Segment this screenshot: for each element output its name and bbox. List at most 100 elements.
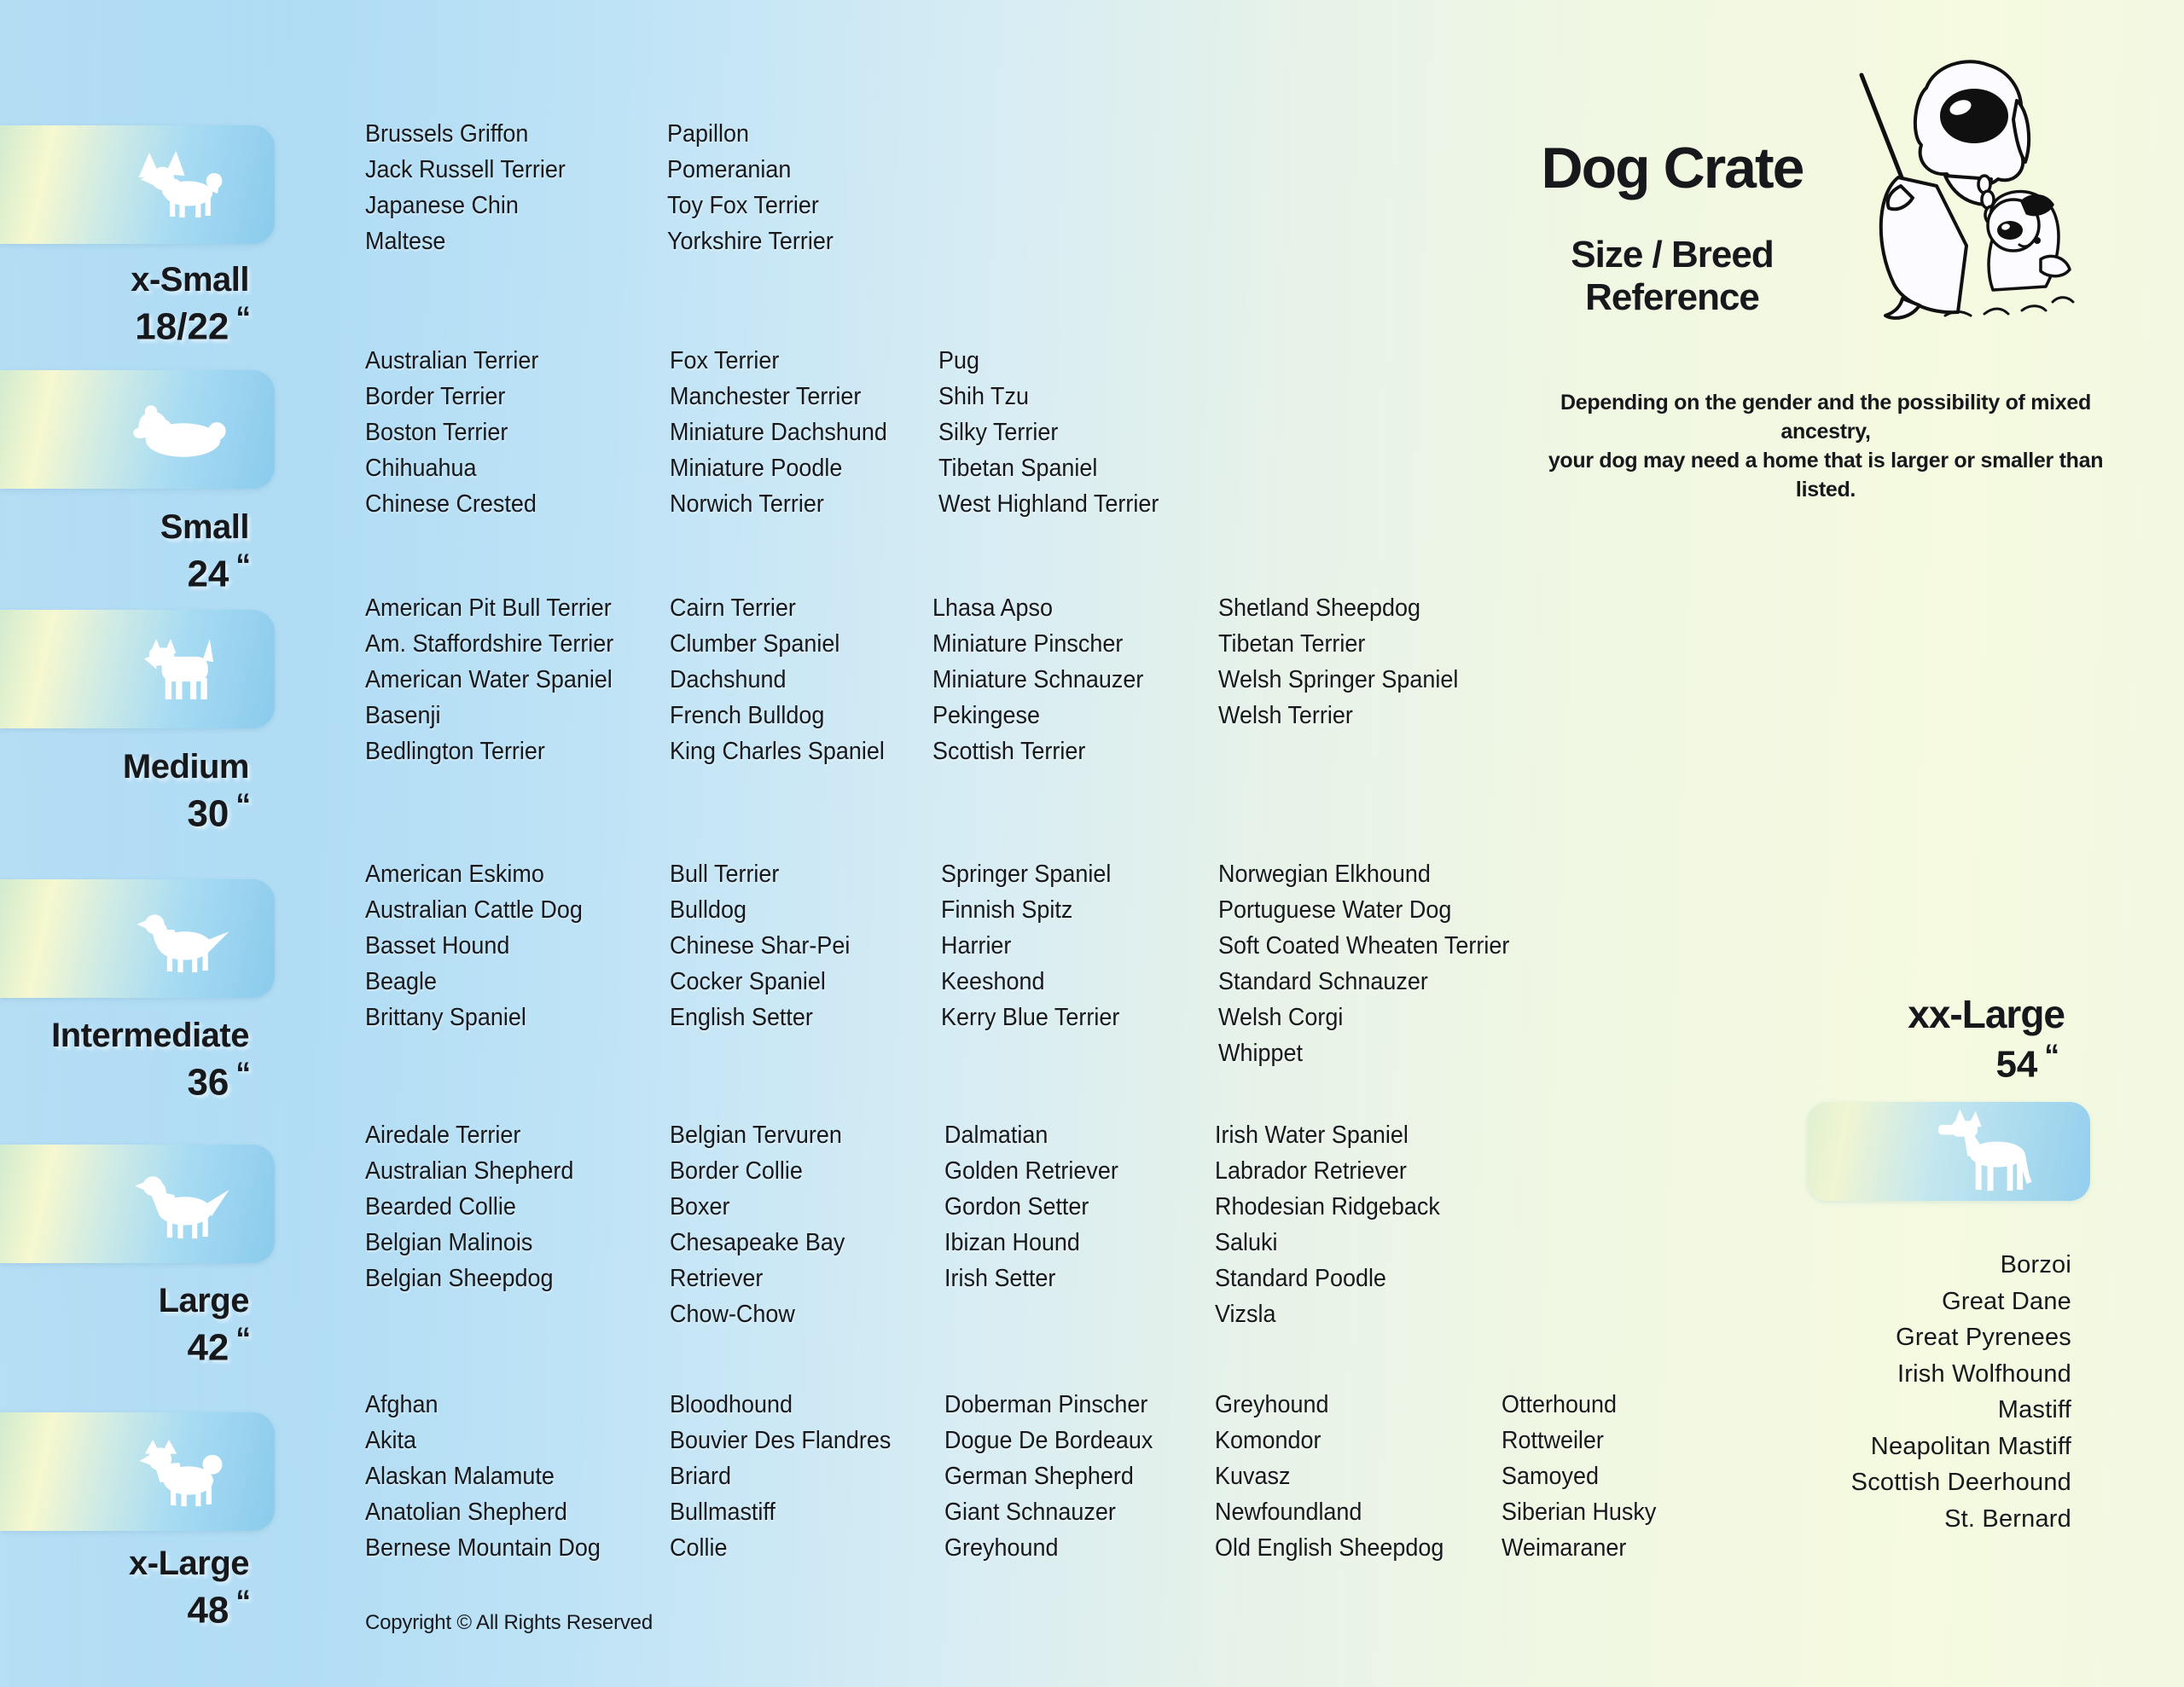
breed-item: Kerry Blue Terrier	[941, 1004, 1120, 1031]
breed-item: Lhasa Apso	[932, 594, 1053, 622]
great-dane-silhouette-icon	[1937, 1109, 2032, 1191]
inch-mark: “	[2044, 1039, 2059, 1072]
breed-item: Great Dane	[1942, 1287, 2071, 1315]
inch-mark: “	[235, 788, 251, 821]
size-name: Small	[160, 508, 250, 546]
size-label-x-small: x-Small 18/22 “	[0, 261, 251, 348]
breed-item: Norwegian Elkhound	[1218, 861, 1431, 888]
breed-item: Kuvasz	[1215, 1463, 1291, 1490]
breed-item: Irish Water Spaniel	[1215, 1122, 1409, 1149]
breed-list-intermediate-col3: Springer Spaniel Finnish Spitz Harrier Kees…	[941, 856, 1119, 1035]
breed-list-medium-col2: Cairn Terrier Clumber Spaniel Dachshund Fre…	[670, 590, 885, 769]
breed-item: Australian Shepherd	[365, 1157, 574, 1185]
breed-item: Border Terrier	[365, 383, 506, 410]
breed-item: Boston Terrier	[365, 419, 508, 446]
breed-item: Dalmatian	[944, 1122, 1048, 1149]
breed-item: Golden Retriever	[944, 1157, 1118, 1185]
breed-item: Miniature Pinscher	[932, 630, 1124, 658]
breed-item: Miniature Schnauzer	[932, 666, 1144, 693]
breed-item: Chinese Shar-Pei	[670, 932, 851, 959]
breed-item: English Setter	[670, 1004, 813, 1031]
breed-item: Beagle	[365, 968, 437, 995]
size-tile-xx-large	[1807, 1102, 2090, 1201]
page-title: Dog Crate	[1541, 136, 1805, 200]
breed-item: Afghan	[365, 1391, 439, 1418]
breed-item: Soft Coated Wheaten Terrier	[1218, 932, 1510, 959]
breed-item: Finnish Spitz	[941, 896, 1073, 924]
breed-item: Bull Terrier	[670, 861, 780, 888]
size-name: xx-Large	[1908, 992, 2065, 1036]
breed-item: Brussels Griffon	[365, 120, 529, 148]
breed-list-x-large-col2: Bloodhound Bouvier Des Flandres Briard Bull…	[670, 1387, 891, 1566]
header: Dog Crate Size / Breed Reference	[1536, 136, 1809, 319]
breed-item: Great Pyrenees	[1896, 1324, 2071, 1351]
spaniel-silhouette-icon	[136, 914, 229, 973]
breed-item: Vizsla	[1215, 1301, 1276, 1328]
breed-list-intermediate-col4: Norwegian Elkhound Portuguese Water Dog So…	[1218, 856, 1509, 1071]
size-tile-intermediate	[0, 879, 275, 998]
size-label-large: Large 42 “	[0, 1282, 251, 1369]
breed-list-small-col3: Pug Shih Tzu Silky Terrier Tibetan Spaniel W…	[938, 343, 1159, 522]
breed-list-large-col2: Belgian Tervuren Border Collie Boxer Chesap…	[670, 1117, 845, 1332]
breed-list-medium-col3: Lhasa Apso Miniature Pinscher Miniature Sc…	[932, 590, 1143, 769]
breed-list-large-col4: Irish Water Spaniel Labrador Retriever Rho…	[1215, 1117, 1440, 1332]
breed-item: Newfoundland	[1215, 1499, 1362, 1526]
breed-list-medium-col1: American Pit Bull Terrier Am. Staffordshi…	[365, 590, 613, 769]
size-name: Intermediate	[51, 1017, 249, 1054]
size-tile-medium	[0, 610, 275, 728]
breed-item: French Bulldog	[670, 702, 825, 729]
inch-mark: “	[235, 1057, 251, 1090]
inch-mark: “	[235, 548, 251, 582]
breed-list-x-large-col5: Otterhound Rottweiler Samoyed Siberian Husk…	[1502, 1387, 1656, 1566]
breed-list-x-large-col1: Afghan Akita Alaskan Malamute Anatolian She…	[365, 1387, 601, 1566]
breed-item: Basset Hound	[365, 932, 510, 959]
copyright-text: Copyright © All Rights Reserved	[365, 1611, 653, 1634]
inch-mark: “	[235, 1585, 251, 1618]
breed-item: Maltese	[365, 228, 446, 255]
breed-item: Shih Tzu	[938, 383, 1029, 410]
breed-item: Basenji	[365, 702, 441, 729]
size-dimension: 30 “	[187, 788, 251, 835]
breed-item: Scottish Terrier	[932, 738, 1086, 765]
size-dimension: 18/22 “	[135, 301, 251, 348]
breed-item: Welsh Springer Spaniel	[1218, 666, 1459, 693]
breed-item: Welsh Terrier	[1218, 702, 1353, 729]
breed-item: Bullmastiff	[670, 1499, 775, 1526]
breed-item: Weimaraner	[1502, 1534, 1627, 1562]
breed-item: Anatolian Shepherd	[365, 1499, 567, 1526]
size-name: x-Large	[129, 1545, 250, 1582]
breed-item: Pekingese	[932, 702, 1040, 729]
breed-item: Dogue De Bordeaux	[944, 1427, 1153, 1454]
breed-item: Doberman Pinscher	[944, 1391, 1148, 1418]
breed-item: Samoyed	[1502, 1463, 1599, 1490]
breed-item: Whippet	[1218, 1040, 1303, 1067]
breed-item: Japanese Chin	[365, 192, 519, 219]
breed-item: Am. Staffordshire Terrier	[365, 630, 614, 658]
breed-item: Tibetan Terrier	[1218, 630, 1366, 658]
breed-item: Briard	[670, 1463, 731, 1490]
breed-item: Komondor	[1215, 1427, 1321, 1454]
breed-item: Siberian Husky	[1502, 1499, 1657, 1526]
breed-item: Rottweiler	[1502, 1427, 1604, 1454]
breed-item: Silky Terrier	[938, 419, 1059, 446]
breed-item: Greyhound	[944, 1534, 1059, 1562]
shih-tzu-silhouette-icon	[133, 405, 226, 457]
breed-item: Miniature Dachshund	[670, 419, 887, 446]
breed-item: Jack Russell Terrier	[365, 156, 566, 183]
breed-list-intermediate-col1: American Eskimo Australian Cattle Dog Bass…	[365, 856, 583, 1035]
breed-item: Harrier	[941, 932, 1012, 959]
size-dimension: 42 “	[187, 1322, 250, 1369]
sidebar-strip	[0, 0, 321, 1687]
breed-item: Papillon	[667, 120, 749, 148]
breed-item: Bedlington Terrier	[365, 738, 545, 765]
breed-item: Cairn Terrier	[670, 594, 796, 622]
size-label-x-large: x-Large 48 “	[0, 1545, 251, 1630]
papillon-silhouette-icon	[138, 150, 223, 218]
breed-item: Alaskan Malamute	[365, 1463, 555, 1490]
breed-item: Akita	[365, 1427, 416, 1454]
breed-item: Belgian Tervuren	[670, 1122, 842, 1149]
breed-item: Giant Schnauzer	[944, 1499, 1116, 1526]
retriever-silhouette-icon	[135, 1176, 229, 1239]
size-name: Large	[158, 1282, 250, 1319]
breed-item: Labrador Retriever	[1215, 1157, 1407, 1185]
